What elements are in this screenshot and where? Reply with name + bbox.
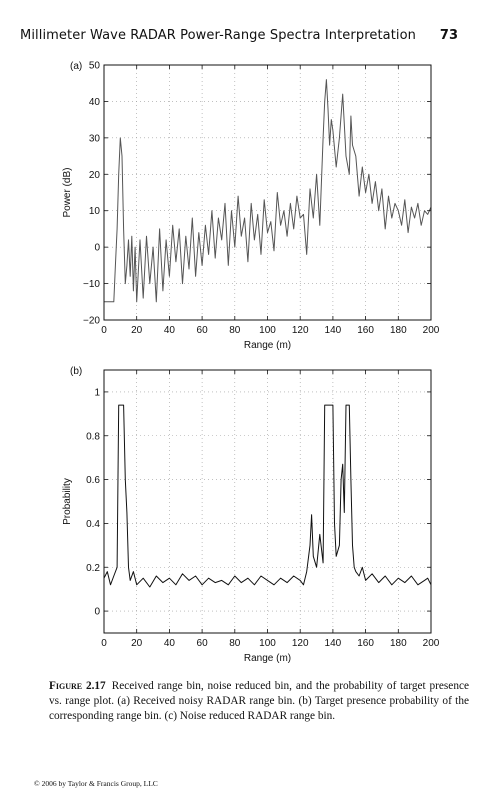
x-tick-label: 120 [292,325,309,336]
y-tick-label: 1 [94,387,100,398]
figure-label: Figure 2.17 [49,680,106,692]
x-tick-label: 180 [390,325,407,336]
x-tick-label: 160 [357,325,374,336]
y-tick-label: 50 [89,61,101,72]
data-series-line [104,79,432,303]
x-tick-label: 0 [101,638,107,649]
x-tick-label: 0 [101,325,107,336]
copyright-notice: © 2006 by Taylor & Francis Group, LLC [34,779,158,788]
y-tick-label: 40 [89,97,101,108]
panel-label: (b) [70,366,82,377]
page-number: 73 [439,28,458,43]
x-tick-label: 60 [197,325,209,336]
x-tick-label: 100 [259,325,276,336]
y-tick-label: −10 [83,279,100,290]
x-tick-label: 40 [164,325,176,336]
x-tick-label: 160 [357,638,374,649]
x-tick-label: 80 [229,325,241,336]
y-tick-label: 20 [89,170,101,181]
data-series-line [103,404,432,588]
y-tick-label: 0 [94,243,100,254]
chart-panel-b: (b) 0 20 40 60 80 100 120 140 160 180 200 0 0.2 0.4 0.6… [62,366,440,664]
caption-text: Received range bin, noise reduced bin, a… [49,680,469,722]
y-tick-label: 10 [89,206,101,217]
y-tick-label: 0.8 [86,431,100,442]
x-tick-label: 200 [423,638,440,649]
panel-label: (a) [70,61,82,72]
x-tick-label: 20 [131,325,143,336]
x-tick-label: 40 [164,638,176,649]
y-tick-label: 0 [94,607,100,618]
axes-frame [103,369,432,634]
y-axis-title: Probability [62,478,73,525]
y-tick-label: 0.4 [86,519,100,530]
x-axis-title: Range (m) [244,340,291,351]
y-tick-label: 0.6 [86,475,100,486]
x-tick-label: 80 [229,638,241,649]
chart-panel-a: (a) 0 20 40 60 80 100 120 140 160 180 200 −20 −10 0 10 2… [62,61,440,352]
x-tick-label: 20 [131,638,143,649]
x-tick-label: 100 [259,638,276,649]
x-tick-label: 200 [423,325,440,336]
y-tick-label: 0.2 [86,563,100,574]
x-tick-label: 180 [390,638,407,649]
x-tick-label: 140 [325,638,342,649]
figure-caption: Figure 2.17 Received range bin, noise red… [49,679,469,724]
x-axis-title: Range (m) [244,653,291,664]
x-tick-label: 120 [292,638,309,649]
x-tick-label: 60 [197,638,209,649]
y-tick-label: 30 [89,133,101,144]
y-tick-label: −20 [83,316,100,327]
running-title: Millimeter Wave RADAR Power-Range Spectr… [20,28,417,43]
x-tick-label: 140 [325,325,342,336]
y-axis-title: Power (dB) [62,167,73,217]
